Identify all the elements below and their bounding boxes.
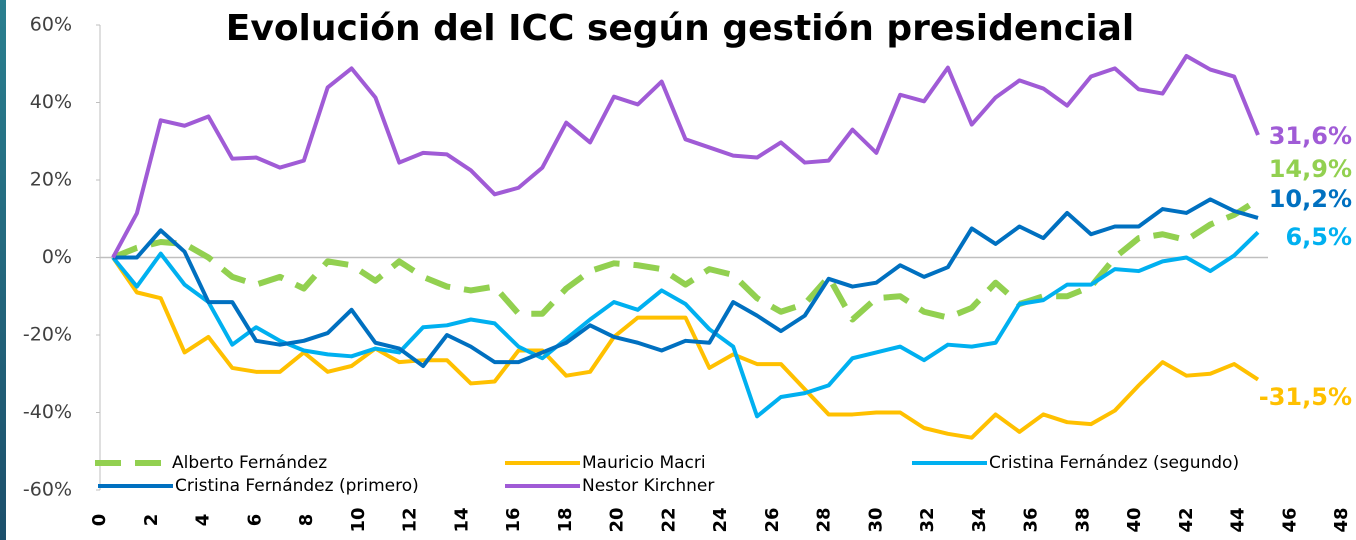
x-tick-label: 24 (710, 507, 731, 532)
x-tick-label: 44 (1228, 507, 1249, 532)
x-tick-label: 6 (244, 514, 265, 527)
x-tick-label: 22 (658, 507, 679, 532)
x-tick-label: 38 (1072, 507, 1093, 532)
x-tick-label: 30 (865, 507, 886, 532)
x-tick-label: 12 (400, 507, 421, 532)
legend-label: Cristina Fernández (primero) (175, 476, 419, 496)
series-line (113, 197, 1259, 368)
series-line (111, 230, 1260, 419)
end-label: 14,9% (1269, 155, 1352, 183)
edge-strip (0, 0, 6, 540)
chart-title: Evolución del ICC según gestión presiden… (226, 8, 1134, 49)
y-tick-label: -60% (23, 479, 72, 501)
x-tick-label: 36 (1021, 507, 1042, 532)
x-tick-label: 14 (451, 507, 472, 532)
x-tick-label: 32 (917, 507, 938, 532)
x-tick-label: 26 (762, 507, 783, 532)
end-label: 10,2% (1269, 185, 1352, 213)
legend-label: Alberto Fernández (172, 453, 327, 473)
legend-label: Nestor Kirchner (582, 476, 714, 496)
y-tick-label: -20% (23, 324, 72, 346)
y-tick-label: 40% (30, 91, 72, 113)
x-tick-label: 40 (1124, 507, 1145, 532)
end-label: 31,6% (1269, 122, 1352, 150)
end-label: -31,5% (1259, 383, 1352, 411)
series-line (111, 54, 1260, 259)
x-tick-label: 42 (1176, 507, 1197, 532)
x-tick-label: 4 (193, 514, 214, 527)
x-tick-label: 0 (89, 514, 110, 527)
x-tick-label: 34 (969, 507, 990, 532)
x-tick-label: 10 (348, 507, 369, 532)
end-label: 6,5% (1285, 223, 1352, 251)
legend-label: Cristina Fernández (segundo) (989, 453, 1239, 473)
legend-label: Mauricio Macri (582, 453, 706, 473)
x-tick-label: 16 (503, 507, 524, 532)
y-tick-label: 20% (30, 169, 72, 191)
x-tick-label: 18 (555, 507, 576, 532)
x-tick-label: 20 (607, 507, 628, 532)
y-tick-label: 0% (42, 246, 72, 268)
series-line (111, 197, 1260, 323)
x-tick-label: 46 (1279, 507, 1300, 532)
x-tick-label: 8 (296, 514, 317, 527)
x-tick-label: 2 (141, 514, 162, 527)
y-tick-label: 60% (30, 14, 72, 36)
x-tick-label: 28 (814, 507, 835, 532)
x-tick-label: 48 (1331, 507, 1352, 532)
y-tick-label: -40% (23, 401, 72, 423)
